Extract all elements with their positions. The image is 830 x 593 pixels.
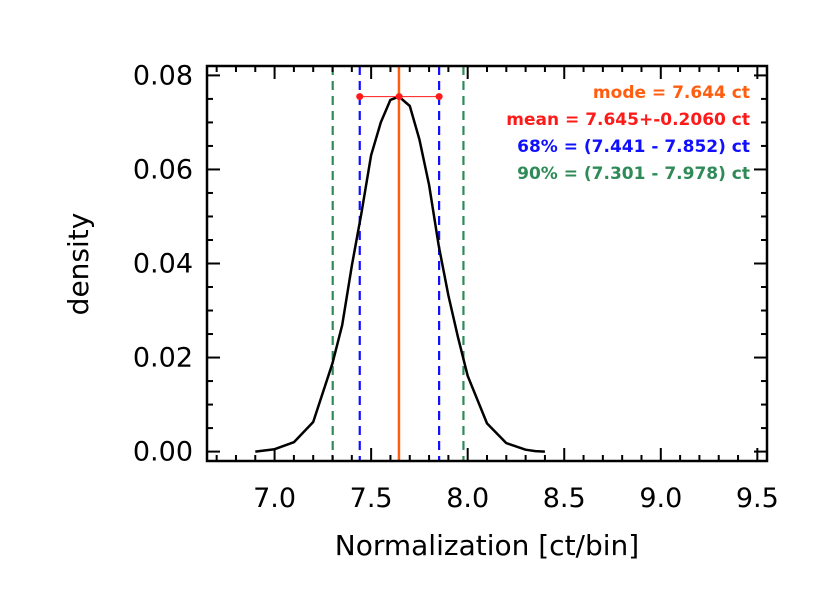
x-tick-label: 7.0: [253, 483, 296, 514]
plot-area: [255, 66, 545, 461]
x-tick-label: 9.0: [639, 483, 682, 514]
x-axis-title: Normalization [ct/bin]: [335, 529, 639, 562]
annotation-line-2: 68% = (7.441 - 7.852) ct: [517, 137, 750, 157]
axis-ticks: 7.0 7.5 8.0 8.5 9.0 9.5 0.00 0.02 0.04 0.06 0.08: [133, 60, 779, 514]
y-tick-label: 0.06: [133, 154, 193, 185]
y-tick-label: 0.08: [133, 60, 193, 91]
x-tick-label: 9.5: [736, 483, 779, 514]
y-tick-label: 0.00: [133, 437, 193, 468]
x-tick-label: 8.0: [446, 483, 489, 514]
annotation-line-1: mean = 7.645+-0.2060 ct: [506, 110, 750, 130]
errorbar-point-low: [356, 93, 364, 101]
y-axis-title: density: [62, 213, 95, 316]
y-tick-label: 0.04: [133, 249, 193, 280]
x-tick-label: 8.5: [543, 483, 586, 514]
density-curve-0: [255, 95, 545, 453]
annotation-line-3: 90% = (7.301 - 7.978) ct: [517, 164, 750, 184]
legend-annotations: mode = 7.644 ct mean = 7.645+-0.2060 ct 68…: [506, 83, 750, 184]
errorbar-point-high: [435, 93, 443, 101]
y-tick-label: 0.02: [133, 343, 193, 374]
x-tick-label: 7.5: [350, 483, 393, 514]
errorbar-point-mid: [395, 93, 403, 101]
annotation-line-0: mode = 7.644 ct: [593, 83, 750, 103]
